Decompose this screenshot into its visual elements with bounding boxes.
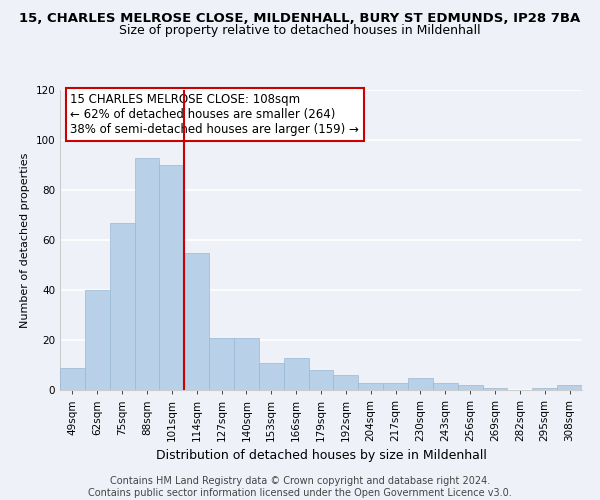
Bar — [234, 338, 259, 390]
Bar — [458, 385, 482, 390]
Bar — [358, 382, 383, 390]
Bar — [383, 382, 408, 390]
Text: 15, CHARLES MELROSE CLOSE, MILDENHALL, BURY ST EDMUNDS, IP28 7BA: 15, CHARLES MELROSE CLOSE, MILDENHALL, B… — [19, 12, 581, 26]
Bar — [85, 290, 110, 390]
Text: Contains HM Land Registry data © Crown copyright and database right 2024.
Contai: Contains HM Land Registry data © Crown c… — [88, 476, 512, 498]
Bar — [160, 165, 184, 390]
Text: Size of property relative to detached houses in Mildenhall: Size of property relative to detached ho… — [119, 24, 481, 37]
Bar — [532, 388, 557, 390]
X-axis label: Distribution of detached houses by size in Mildenhall: Distribution of detached houses by size … — [155, 450, 487, 462]
Bar — [134, 158, 160, 390]
Bar — [433, 382, 458, 390]
Y-axis label: Number of detached properties: Number of detached properties — [20, 152, 30, 328]
Bar — [408, 378, 433, 390]
Bar — [308, 370, 334, 390]
Bar — [334, 375, 358, 390]
Bar — [284, 358, 308, 390]
Bar — [209, 338, 234, 390]
Text: 15 CHARLES MELROSE CLOSE: 108sqm
← 62% of detached houses are smaller (264)
38% : 15 CHARLES MELROSE CLOSE: 108sqm ← 62% o… — [70, 93, 359, 136]
Bar — [557, 385, 582, 390]
Bar — [259, 362, 284, 390]
Bar — [482, 388, 508, 390]
Bar — [110, 222, 134, 390]
Bar — [60, 368, 85, 390]
Bar — [184, 252, 209, 390]
